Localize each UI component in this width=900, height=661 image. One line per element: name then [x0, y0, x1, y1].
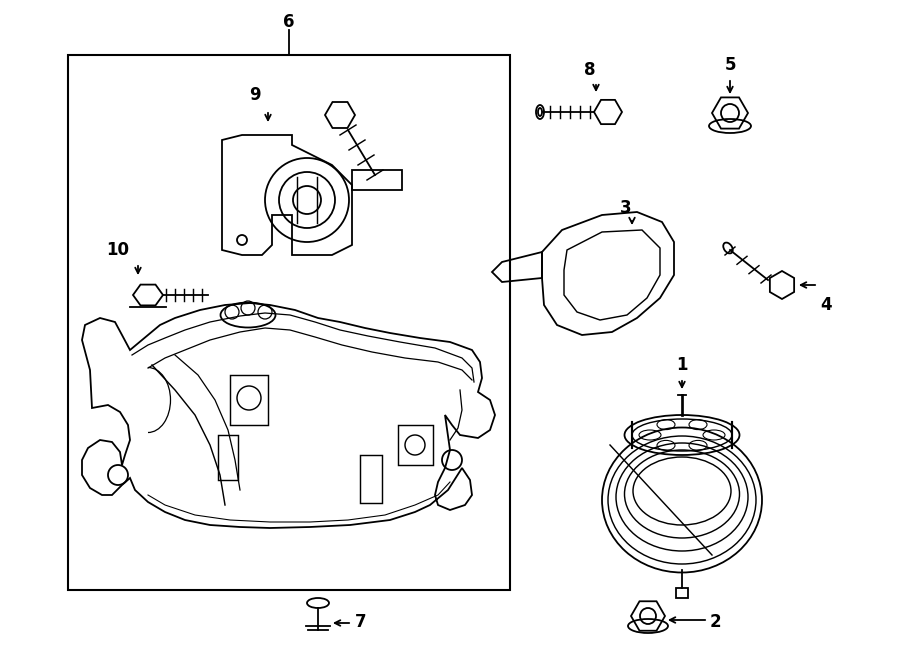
- Text: 4: 4: [820, 296, 832, 314]
- Bar: [68, 55, 510, 590]
- Text: 10: 10: [106, 241, 130, 259]
- Text: 9: 9: [249, 86, 261, 104]
- Bar: [230, 375, 268, 425]
- Text: 6: 6: [284, 13, 295, 31]
- Bar: [676, 588, 688, 598]
- Text: 3: 3: [620, 199, 632, 217]
- Text: 5: 5: [724, 56, 736, 74]
- Bar: [218, 435, 238, 480]
- Text: 1: 1: [676, 356, 688, 374]
- Bar: [360, 455, 382, 503]
- Text: 2: 2: [710, 613, 722, 631]
- Text: 8: 8: [584, 61, 596, 79]
- Text: 7: 7: [355, 613, 366, 631]
- Bar: [398, 425, 433, 465]
